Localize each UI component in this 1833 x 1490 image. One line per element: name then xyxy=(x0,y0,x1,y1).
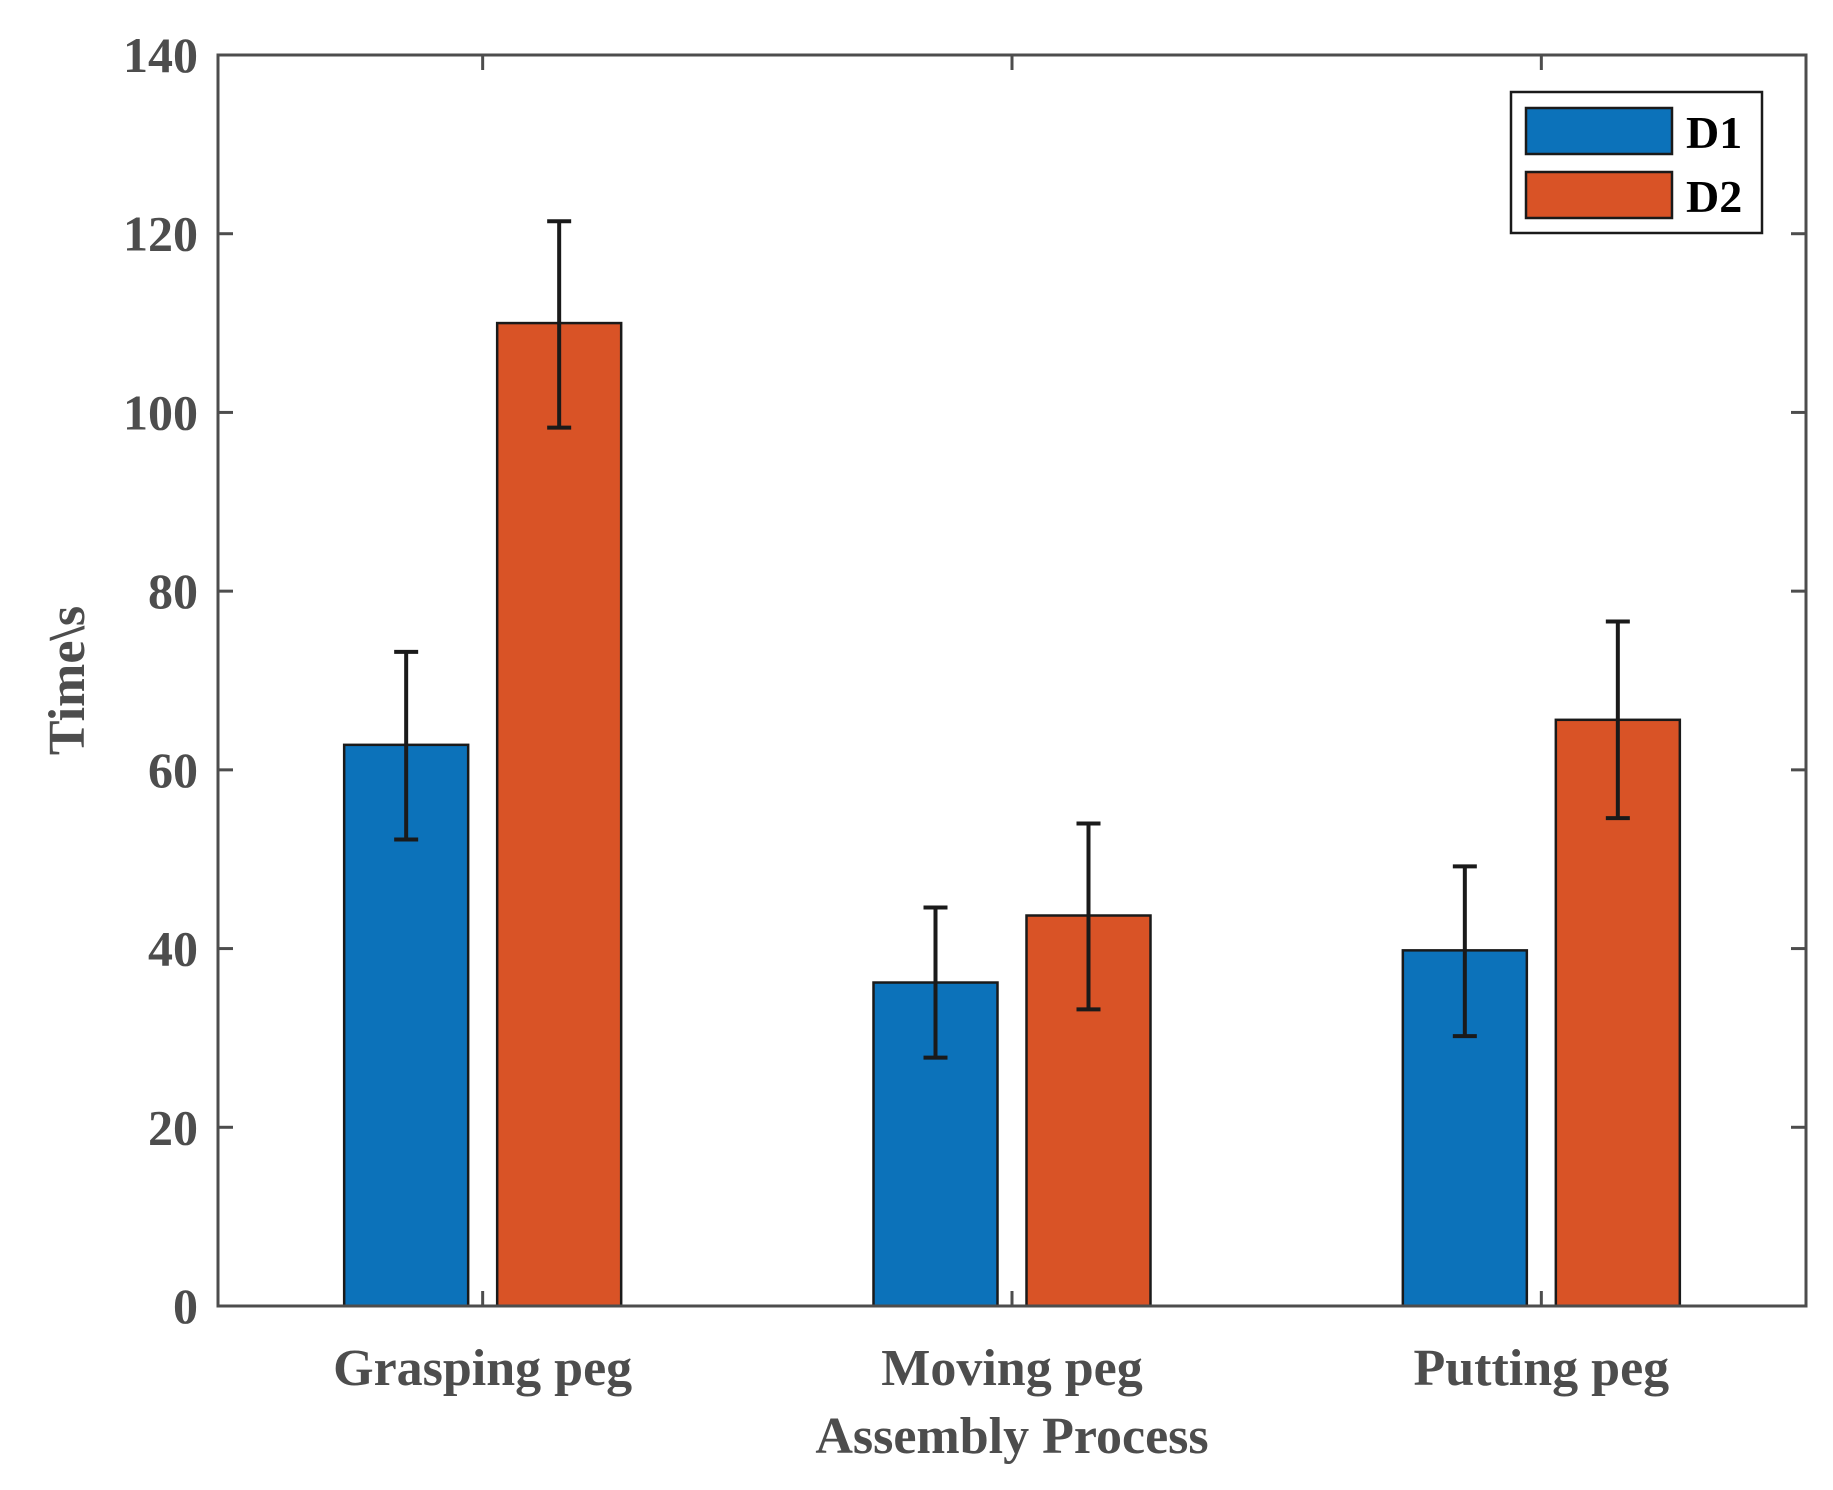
legend-swatch-d1 xyxy=(1524,106,1674,156)
tick-labels-layer: 0 20 40 60 80 100 120 140 Grasping peg Moving peg… xyxy=(123,27,1669,1397)
error-bar-d2-1 xyxy=(547,219,572,430)
ticks-layer xyxy=(218,53,1806,1308)
y-tick-label-60: 60 xyxy=(148,742,198,798)
error-bar-d1-3 xyxy=(1452,864,1477,1039)
y-tick-label-140: 140 xyxy=(123,27,198,83)
error-bars-layer xyxy=(394,219,1630,1060)
bar-d2-1 xyxy=(495,321,623,1308)
legend-label-d1: D1 xyxy=(1686,107,1742,158)
y-tick-label-120: 120 xyxy=(123,206,198,262)
error-bar-d2-3 xyxy=(1605,619,1630,821)
error-bar-d1-2 xyxy=(923,905,948,1060)
legend-label-d2: D2 xyxy=(1686,171,1742,222)
error-bar-d2-2 xyxy=(1076,821,1101,1012)
bars-layer xyxy=(342,321,1682,1308)
legend-swatch-d2 xyxy=(1524,170,1674,220)
x-tick-label-1: Grasping peg xyxy=(333,1340,632,1397)
y-tick-label-40: 40 xyxy=(148,921,198,977)
x-tick-label-3: Putting peg xyxy=(1413,1340,1669,1397)
y-tick-label-0: 0 xyxy=(173,1278,198,1334)
y-tick-label-80: 80 xyxy=(148,563,198,619)
y-tick-label-20: 20 xyxy=(148,1099,198,1155)
x-tick-label-2: Moving peg xyxy=(881,1340,1142,1397)
y-tick-label-100: 100 xyxy=(123,384,198,440)
y-axis-title: Time\s xyxy=(39,606,96,755)
error-bar-d1-1 xyxy=(394,649,419,842)
x-axis-title: Assembly Process xyxy=(815,1408,1208,1465)
